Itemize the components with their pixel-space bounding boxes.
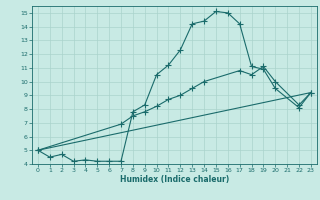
X-axis label: Humidex (Indice chaleur): Humidex (Indice chaleur) [120, 175, 229, 184]
